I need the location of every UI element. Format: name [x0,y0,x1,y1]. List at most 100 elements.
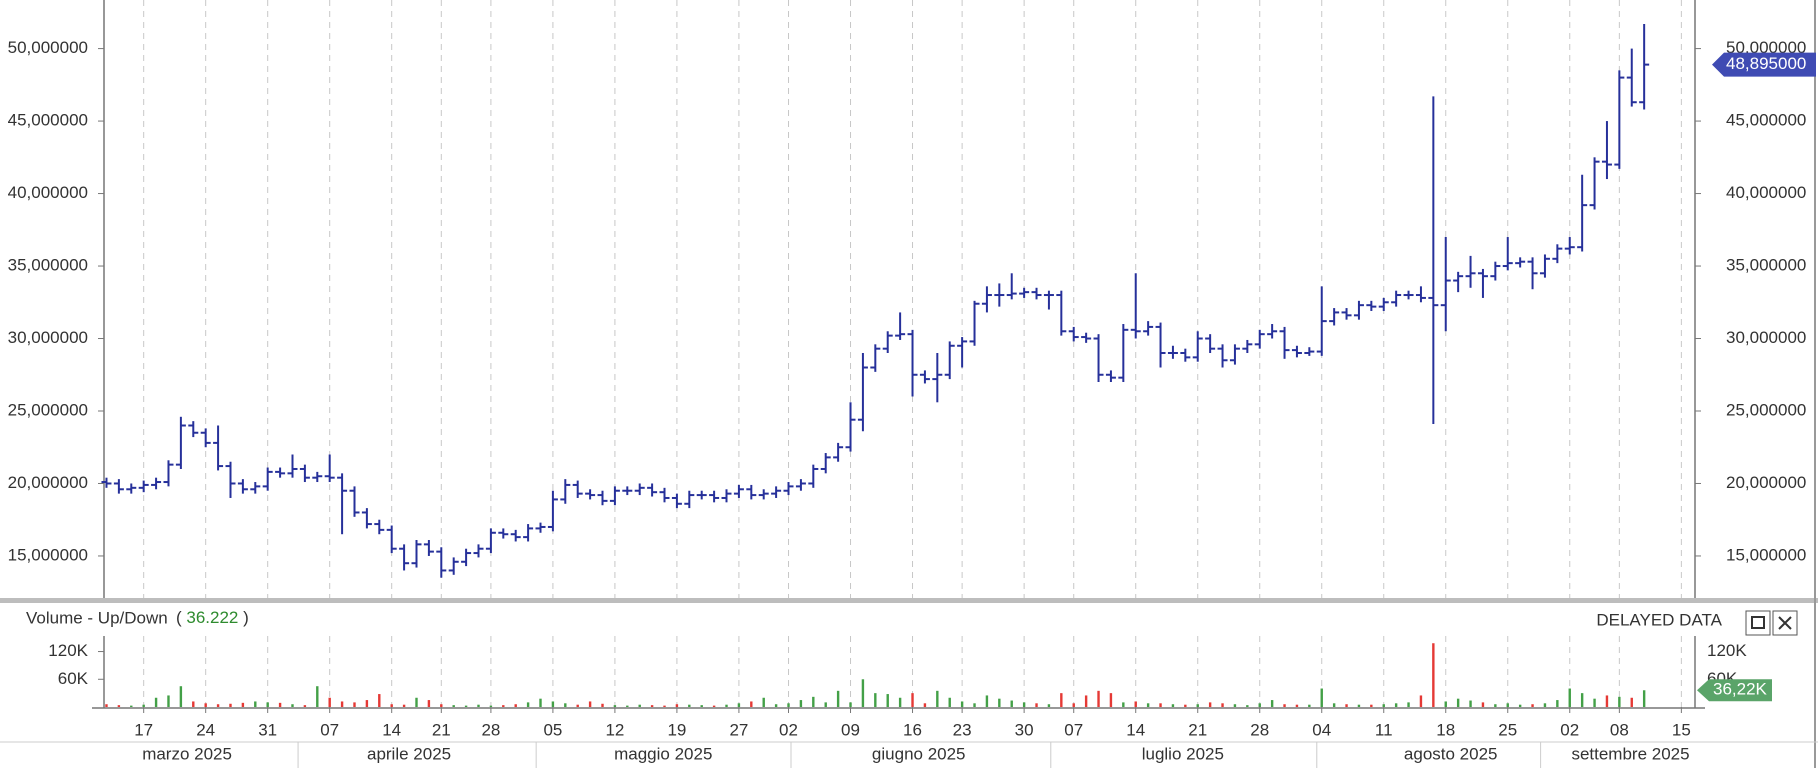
y-tick-label: 25,000000 [8,400,88,419]
ohlc-bar [1341,308,1352,320]
volume-bar [1370,704,1373,707]
ohlc-bar [709,490,720,503]
volume-bar [130,705,133,707]
volume-bar [1506,703,1509,707]
volume-bar [1283,704,1286,707]
volume-bar [1432,643,1435,707]
volume-bar [1233,704,1237,707]
volume-bar [1146,703,1150,707]
volume-title: Volume - Up/Down [26,608,168,627]
ohlc-bar [1539,254,1550,278]
volume-bar [1357,704,1361,707]
volume-bar [663,705,666,707]
x-tick-label: 21 [432,720,451,739]
volume-bar [1642,690,1646,707]
volume-bar [477,704,480,707]
volume-bar [1580,693,1584,707]
volume-bar [1010,700,1013,707]
ohlc-bar [275,467,286,478]
volume-bar [1593,698,1596,707]
volume-bar [1469,700,1472,707]
volume-bar [588,701,592,707]
close-button[interactable] [1772,610,1798,636]
x-tick-label: 07 [320,720,339,739]
ohlc-bar [1118,324,1129,383]
volume-bar [427,700,431,707]
volume-bar [216,704,220,707]
volume-bar [489,705,493,707]
ohlc-bar [510,529,521,542]
volume-bar [886,694,889,707]
ohlc-bar [1081,332,1092,343]
ohlc-bar [535,522,546,533]
volume-bar [1320,688,1323,707]
ohlc-bar [1056,290,1067,336]
volume-bar [365,700,369,707]
ohlc-bar [1043,290,1054,310]
month-label: luglio 2025 [1142,744,1224,763]
volume-bar [1481,702,1485,707]
volume-bar [390,704,393,707]
ohlc-bar [1316,286,1327,356]
x-tick-label: 17 [134,720,153,739]
ohlc-bar [312,471,323,483]
volume-bar [1295,704,1299,707]
volume-bar [328,697,331,707]
ohlc-bar [1564,237,1575,255]
ohlc-bar [659,487,670,503]
volume-bar [1407,702,1410,707]
x-tick-label: 28 [1250,720,1269,739]
ohlc-bar [200,428,211,448]
volume-bar [1258,703,1261,707]
ohlc-bar [262,467,273,491]
volume-bar [167,695,170,707]
ohlc-bar [758,489,769,500]
window-buttons[interactable] [1745,610,1798,636]
volume-bar [626,705,629,707]
ohlc-bar [1589,157,1600,210]
volume-bar [849,702,852,707]
ohlc-bar [1068,326,1079,342]
volume-bar [1270,700,1274,707]
ohlc-bar [523,524,534,542]
ohlc-bar [1415,286,1426,303]
ohlc-bar [870,344,881,372]
month-label: marzo 2025 [142,744,232,763]
ohlc-bar [1155,322,1166,368]
maximize-icon [1751,616,1765,629]
ohlc-bar [188,421,199,438]
volume-bar [812,696,815,707]
ohlc-bar [461,548,472,567]
maximize-button[interactable] [1745,610,1771,636]
volume-bar [1208,702,1212,707]
volume-bar [353,702,356,707]
ohlc-bar [1490,261,1501,281]
ohlc-bar [1403,290,1414,300]
ohlc-bar [485,528,496,554]
volume-y-tick-label: 60K [58,669,89,688]
ohlc-bar [1428,96,1439,425]
volume-bar [514,704,517,707]
x-tick-label: 16 [903,720,922,739]
ohlc-bar [423,540,434,556]
ohlc-bar [175,416,186,469]
delayed-notice: DELAYED DATA [1596,610,1722,629]
volume-bar [452,705,455,707]
volume-readout-value: 36.222 [186,608,238,627]
volume-bar [836,690,840,707]
y2-tick-label: 45,000000 [1726,111,1806,130]
x-tick-label: 24 [196,720,215,739]
volume-bar [638,704,641,707]
ohlc-bar [857,353,868,432]
last-volume-label: 36,22K [1713,680,1768,699]
ohlc-bar [411,540,422,568]
volume-bar [1159,703,1162,707]
ohlc-bar [1006,273,1017,300]
x-tick-label: 27 [729,720,748,739]
volume-bar [1531,704,1534,707]
ohlc-bar [138,480,149,493]
ohlc-bar [721,489,732,503]
volume-bar [1394,703,1398,707]
